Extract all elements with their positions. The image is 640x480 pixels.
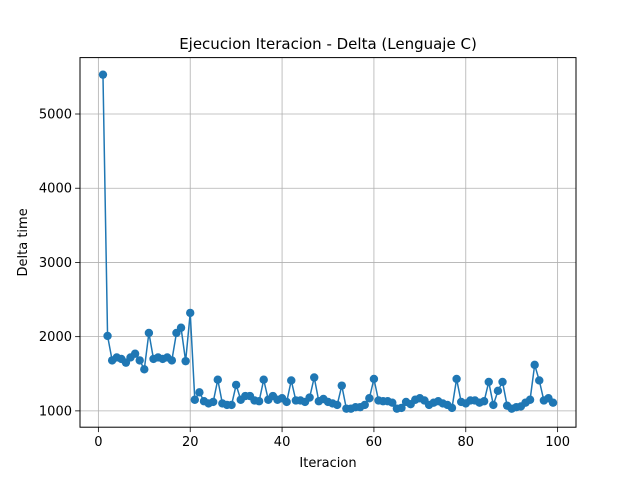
- data-point: [213, 375, 222, 384]
- data-point: [337, 381, 346, 390]
- data-point: [287, 376, 296, 385]
- grid-lines: [80, 57, 576, 428]
- y-axis-label: Delta time: [16, 208, 31, 276]
- data-point: [360, 400, 369, 410]
- x-tick-label: 0: [94, 435, 102, 450]
- y-tick-label: 3000: [39, 256, 72, 271]
- data-point: [498, 377, 507, 387]
- data-series: [98, 70, 558, 413]
- data-point: [548, 398, 558, 407]
- x-axis-label: Iteracion: [299, 456, 356, 471]
- data-point: [365, 394, 374, 403]
- data-point: [103, 331, 112, 341]
- data-point: [254, 397, 264, 406]
- x-tick-label: 80: [458, 435, 475, 450]
- y-axis-ticks: 1000 2000 3000 4000 5000: [39, 108, 80, 419]
- data-point: [489, 400, 498, 410]
- x-axis-ticks: 0 20 40 60 80 100: [94, 427, 570, 450]
- x-tick-label: 40: [274, 435, 291, 450]
- data-point: [452, 374, 461, 384]
- data-point: [231, 380, 241, 390]
- data-point: [305, 393, 314, 402]
- data-point: [310, 373, 319, 382]
- data-point: [484, 377, 493, 387]
- data-point: [530, 360, 539, 370]
- y-tick-label: 1000: [39, 404, 72, 419]
- chart-title: Ejecucion Iteracion - Delta (Lenguaje C): [179, 35, 477, 53]
- x-tick-label: 60: [366, 435, 383, 450]
- data-point: [227, 400, 236, 410]
- data-point: [479, 397, 489, 406]
- data-point: [282, 397, 291, 407]
- data-point: [369, 374, 379, 384]
- x-tick-label: 100: [545, 435, 570, 450]
- data-point: [190, 395, 200, 404]
- data-point: [493, 386, 503, 396]
- plot-frame: [79, 57, 577, 428]
- data-point: [208, 397, 218, 407]
- data-point: [186, 308, 195, 318]
- data-point: [195, 388, 204, 397]
- data-point: [447, 403, 457, 413]
- data-point: [388, 398, 397, 407]
- data-point: [535, 376, 544, 385]
- data-point: [259, 375, 268, 384]
- data-point: [176, 323, 186, 332]
- y-tick-label: 5000: [39, 108, 72, 123]
- data-point: [140, 365, 149, 374]
- data-point: [525, 395, 535, 404]
- y-tick-label: 2000: [39, 330, 72, 345]
- data-point: [144, 328, 154, 338]
- data-point: [397, 403, 406, 413]
- x-tick-label: 20: [182, 435, 199, 450]
- data-point: [332, 400, 342, 410]
- y-tick-label: 4000: [39, 182, 72, 197]
- data-point: [130, 349, 140, 358]
- data-point: [181, 356, 190, 366]
- data-point: [135, 356, 144, 365]
- data-point: [98, 70, 108, 79]
- data-point: [167, 356, 177, 365]
